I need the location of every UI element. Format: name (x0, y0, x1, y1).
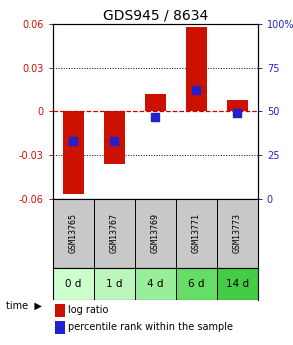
Point (71, 138, 76, 144)
Text: 4 d: 4 d (147, 279, 163, 289)
Text: GSM13767: GSM13767 (110, 214, 119, 254)
Text: log ratio: log ratio (68, 305, 108, 315)
Bar (135, 268, 176, 300)
Bar (55, 304, 65, 317)
Bar (63, 111, 84, 194)
Text: 0 d: 0 d (65, 279, 81, 289)
Bar (104, 111, 125, 164)
Text: GSM13769: GSM13769 (151, 214, 160, 254)
Point (235, 110, 240, 116)
Text: GSM13765: GSM13765 (69, 214, 78, 254)
Text: GSM13773: GSM13773 (233, 214, 242, 254)
Bar (227, 100, 248, 111)
Bar (186, 27, 207, 111)
Point (112, 138, 117, 144)
Text: 1 d: 1 d (106, 279, 122, 289)
Text: 6 d: 6 d (188, 279, 205, 289)
Bar (55, 321, 65, 334)
Bar (145, 94, 166, 111)
Title: GDS945 / 8634: GDS945 / 8634 (103, 9, 208, 23)
Bar (53, 268, 94, 300)
Text: GSM13771: GSM13771 (192, 214, 201, 254)
Text: time  ▶: time ▶ (6, 300, 42, 310)
Point (153, 114, 158, 119)
Bar (217, 268, 258, 300)
Text: percentile rank within the sample: percentile rank within the sample (68, 323, 233, 333)
Point (194, 88, 199, 93)
Bar (176, 268, 217, 300)
Bar (94, 268, 135, 300)
Text: 14 d: 14 d (226, 279, 249, 289)
